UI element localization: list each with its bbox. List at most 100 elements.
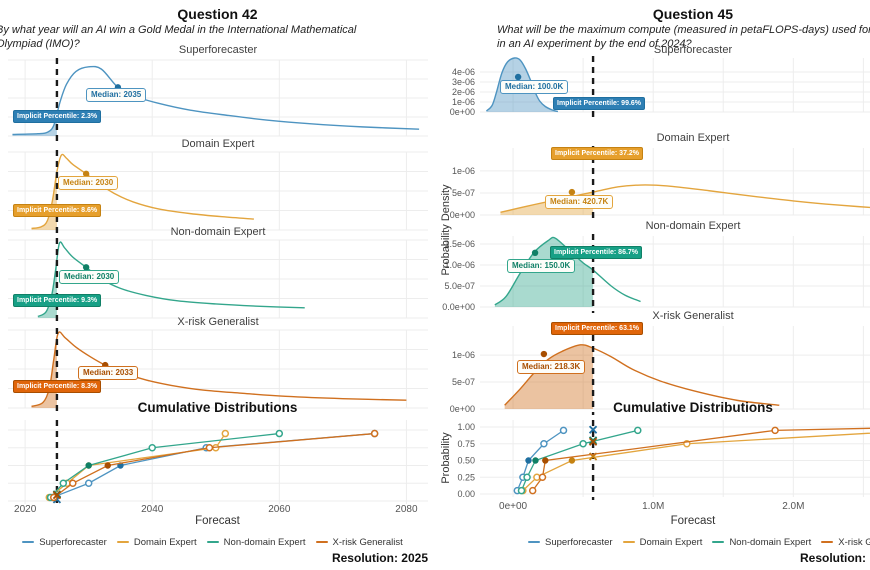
cumulative-chart: 0e+00 1.0M 2.0M 1.00 0.75 0.50 0.25 0.00 — [457, 420, 870, 512]
y-tick-label: 5e-07 — [452, 188, 475, 198]
x-tick-label: 2.0M — [782, 501, 804, 512]
implicit-percentile-badge-superforecaster: Implicit Percentile: 99.6% — [553, 97, 646, 110]
legend-label: Domain Expert — [133, 537, 197, 548]
legend-item-non_domain_expert: Non-domain Expert — [712, 537, 811, 548]
cdf-point — [370, 429, 379, 438]
cdf-median-point — [532, 457, 539, 464]
implicit-percentile-badge-x_risk_generalist: Implicit Percentile: 63.1% — [551, 322, 644, 335]
y-tick-label: 2e-06 — [452, 87, 475, 97]
legend-item-x_risk_generalist: X-risk Generalist — [821, 537, 870, 548]
implicit-percentile-badge-domain_expert: Implicit Percentile: 8.6% — [13, 204, 102, 217]
cdf-median-point — [104, 462, 111, 469]
legend-swatch-x_risk_generalist — [315, 541, 328, 544]
median-point — [531, 249, 539, 257]
cdf-point — [148, 444, 156, 452]
legend-label: Domain Expert — [639, 537, 703, 548]
question-title: Question 45 — [652, 6, 734, 22]
density-shaded-area — [12, 113, 57, 136]
y-tick-label: 5.0e-07 — [444, 281, 475, 291]
median-tooltip-non_domain_expert: Median: 2030 — [59, 270, 120, 284]
y-tick-label: 0.75 — [457, 439, 475, 449]
legend-swatch-superforecaster — [528, 541, 540, 544]
cdf-point — [205, 444, 214, 452]
x-tick-label: 2040 — [141, 504, 164, 515]
y-tick-label: 4e-06 — [452, 67, 475, 77]
cdf-median-point — [85, 462, 92, 469]
cdf-point — [84, 479, 93, 487]
cdf-point — [528, 486, 537, 495]
legend-swatch-x_risk_generalist — [821, 541, 834, 544]
cdf-point — [221, 429, 230, 438]
median-point — [82, 264, 90, 271]
charts-svg-left: 2020 2040 2060 2080 — [8, 58, 428, 515]
median-tooltip-domain_expert: Median: 420.7K — [545, 195, 614, 209]
subtitle-line-1: By what year will an AI win a Gold Medal… — [0, 24, 357, 36]
legend-item-superforecaster: Superforecaster — [528, 537, 613, 548]
y-tick-label: 1.00 — [457, 422, 475, 432]
legend-label: Non-domain Expert — [223, 537, 306, 548]
cdf-point — [275, 429, 284, 438]
cdf-point — [634, 426, 642, 435]
y-tick-label: 0e+00 — [450, 210, 475, 220]
subtitle-line-2: in an AI experiment by the end of 2024? — [497, 37, 692, 50]
median-point — [568, 188, 576, 196]
legend-label: Superforecaster — [39, 537, 107, 548]
y-tick-label: 1.0e-06 — [444, 260, 475, 270]
density-facet-non_domain_expert: 0.0e+00 5.0e-07 1.0e-06 1.5e-06 — [442, 234, 870, 313]
x-axis-title: Forecast — [195, 515, 240, 527]
median-tooltip-superforecaster: Median: 100.0K — [500, 80, 569, 94]
legend-item-domain_expert: Domain Expert — [622, 537, 703, 548]
legend-swatch-domain_expert — [116, 541, 129, 544]
x-tick-label: 2020 — [14, 504, 37, 515]
y-tick-label: 1e-06 — [452, 350, 475, 360]
y-tick-label: 0.00 — [457, 489, 475, 499]
cdf-point — [538, 473, 547, 481]
y-tick-label: 0.50 — [457, 456, 475, 466]
cdf-point — [517, 486, 526, 495]
legend-label: X-risk Generalist — [332, 537, 403, 548]
x-marker — [588, 436, 598, 445]
legend-label: X-risk Generalist — [838, 537, 870, 548]
median-tooltip-non_domain_expert: Median: 150.0K — [507, 259, 576, 273]
cdf-point — [540, 440, 548, 448]
density-shaded-area — [31, 340, 57, 408]
legend-swatch-non_domain_expert — [206, 541, 219, 544]
cdf-median-point — [525, 457, 532, 464]
density-curve — [494, 236, 641, 306]
density-facet-domain_expert: 0e+00 5e-07 1e-06 — [450, 146, 870, 221]
cumulative-title: Cumulative Distributions — [137, 400, 298, 415]
cdf-point — [59, 479, 68, 487]
subtitle-line-2: Olympiad (IMO)? — [0, 37, 80, 50]
median-tooltip-superforecaster: Median: 2035 — [86, 88, 147, 102]
y-tick-label: 0.0e+00 — [442, 302, 475, 312]
legend-swatch-superforecaster — [22, 541, 35, 544]
median-tooltip-domain_expert: Median: 2030 — [58, 176, 119, 190]
y-tick-label: 0e+00 — [450, 107, 475, 117]
x-tick-label: 0e+00 — [499, 501, 528, 512]
x-marker — [52, 490, 62, 500]
resolution-label: Resolution: — [800, 551, 866, 565]
question-45-panel: 0e+00 1e-06 2e-06 3e-06 4e-06 0e+00 5e-07 1e-06… — [435, 0, 870, 570]
density-shaded-area — [31, 169, 58, 230]
legend-item-domain_expert: Domain Expert — [116, 537, 197, 548]
x-marker — [588, 425, 598, 434]
implicit-percentile-badge-non_domain_expert: Implicit Percentile: 86.7% — [550, 246, 643, 259]
y-tick-label: 1e-06 — [452, 166, 475, 176]
legend-swatch-non_domain_expert — [712, 541, 725, 544]
cdf-point — [69, 479, 77, 487]
y-tick-label: 3e-06 — [452, 77, 475, 87]
legend-item-non_domain_expert: Non-domain Expert — [206, 537, 306, 548]
legend-label: Superforecaster — [545, 537, 613, 548]
cumulative-chart: 2020 2040 2060 2080 — [8, 420, 428, 515]
facet-title-x_risk_generalist: X-risk Generalist — [177, 316, 259, 328]
median-point — [540, 350, 548, 358]
resolution-label: Resolution: 2025 — [331, 551, 428, 565]
legend-item-x_risk_generalist: X-risk Generalist — [315, 537, 403, 548]
implicit-percentile-badge-non_domain_expert: Implicit Percentile: 9.3% — [13, 294, 102, 307]
median-point — [82, 170, 90, 178]
median-point — [514, 73, 522, 81]
cumulative-title: Cumulative Distributions — [613, 400, 773, 415]
legend: Superforecaster Domain Expert Non-domain E… — [0, 537, 435, 548]
cdf-point — [579, 440, 587, 448]
x-axis-title: Forecast — [670, 515, 716, 527]
